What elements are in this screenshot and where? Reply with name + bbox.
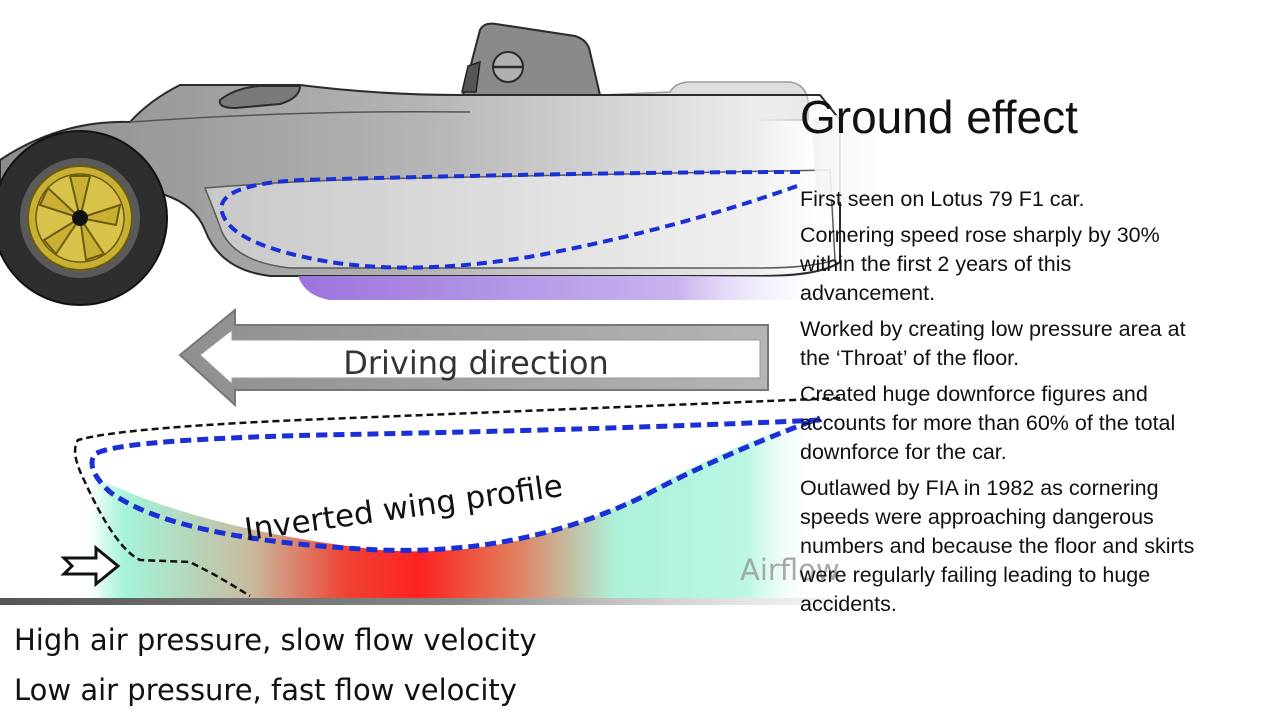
roll-hoop [461, 22, 602, 96]
legend-high-pressure: High air pressure, slow flow velocity [14, 623, 537, 657]
airflow-label: Airflow [740, 553, 840, 587]
race-car [0, 22, 885, 306]
skirt [298, 276, 840, 300]
bullet-item: Created huge downforce figures and accou… [800, 382, 1176, 464]
inverted-wing-profile [89, 415, 821, 553]
bullet-list: First seen on Lotus 79 F1 car. Cornering… [800, 185, 1200, 626]
bullet-item: Worked by creating low pressure area at … [800, 317, 1186, 370]
wing-profile-label: Inverted wing profile [242, 468, 565, 548]
pressure-gradient-region [90, 415, 820, 598]
roll-hoop-bracket [461, 60, 481, 93]
ground-line [0, 598, 840, 605]
bullet-item: Cornering speed rose sharply by 30% with… [800, 223, 1160, 305]
sidepod [203, 169, 836, 269]
windscreen [218, 85, 302, 110]
legend-low-pressure: Low air pressure, fast flow velocity [14, 673, 517, 707]
car-wing-profile [219, 170, 801, 270]
airflow-arrow-icon [60, 544, 121, 588]
bullet-item: First seen on Lotus 79 F1 car. [800, 187, 1085, 211]
driving-direction-label: Driving direction [343, 344, 609, 382]
slide-title: Ground effect [800, 91, 1078, 143]
front-wheel [0, 130, 168, 306]
floor-outline [73, 396, 841, 598]
bullet-item: Outlawed by FIA in 1982 as cornering spe… [800, 476, 1195, 616]
rear-light-glow [812, 115, 885, 203]
driving-direction-arrow: Driving direction [178, 307, 769, 408]
